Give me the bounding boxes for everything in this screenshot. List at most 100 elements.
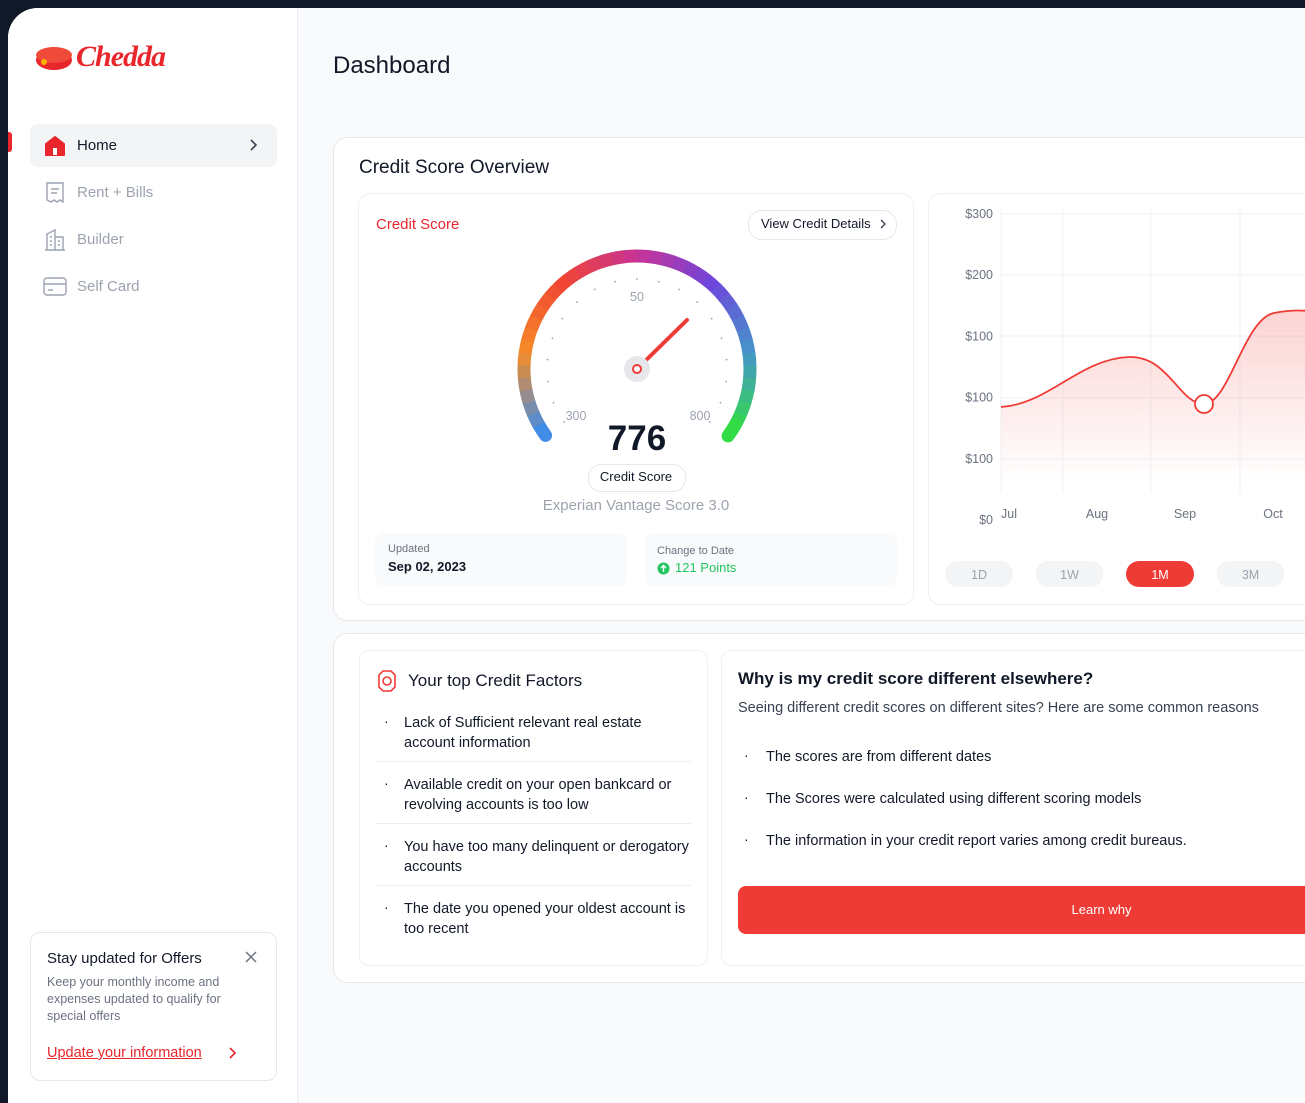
gauge-arc (530, 302, 549, 321)
learn-button-label[interactable]: Learn why (1071, 902, 1132, 917)
gauge-tick (696, 301, 699, 304)
nav-label[interactable]: Self Card (77, 278, 140, 295)
nav-item-active[interactable] (30, 124, 277, 167)
gauge-tick (593, 288, 596, 291)
score-model: Experian Vantage Score 3.0 (542, 497, 730, 514)
sidebar: Chedda Home Rent + Bills Builder Self Ca… (8, 8, 298, 1103)
y-axis-label: $100 (965, 452, 993, 466)
gauge-arc (598, 252, 615, 269)
details-button-label[interactable]: View Credit Details (761, 216, 871, 231)
score-value: 776 (608, 419, 666, 458)
chevron (880, 219, 886, 229)
gauge-arc (692, 267, 711, 286)
range-label: 1W (1060, 568, 1079, 582)
gauge-arc (527, 410, 545, 429)
gauge-arc (734, 400, 752, 418)
gauge-tick (614, 280, 617, 283)
range-pill (1126, 561, 1194, 587)
updated-label: Updated (388, 543, 430, 555)
nav-label[interactable]: Builder (77, 231, 124, 248)
chevron (229, 1047, 237, 1059)
gauge-arc (544, 282, 564, 302)
change-label: Change to Date (657, 545, 735, 557)
gauge-arc (742, 352, 757, 367)
factor-item: Available credit on your open bankcard o… (404, 777, 672, 813)
gauge-arc (725, 303, 744, 322)
gauge-tick (575, 301, 578, 304)
gauge-label: 300 (566, 409, 587, 423)
gauge-arc (537, 292, 556, 311)
score-label: Credit Score (376, 216, 460, 233)
gauge-arc (721, 418, 742, 443)
gauge-arc (522, 399, 540, 417)
gauge-arc (517, 351, 532, 366)
factor-item: The date you opened your oldest account … (404, 901, 686, 937)
why-intro: Seeing different credit scores on differ… (738, 700, 1259, 716)
gauge-arc (610, 250, 626, 266)
score-badge-label: Credit Score (599, 469, 673, 484)
y-axis-label: $100 (965, 329, 993, 343)
why-item: The information in your credit report va… (766, 833, 1187, 849)
gauge-arc (517, 376, 533, 392)
y-axis-label: $0 (979, 513, 993, 527)
x-axis-label: Sep (1174, 507, 1196, 521)
score-badge (588, 464, 686, 492)
gauge-tick (725, 380, 728, 383)
change-value: 121 Points (675, 560, 737, 575)
screen: Chedda Home Rent + Bills Builder Self Ca… (8, 8, 1305, 1103)
promo-title: Stay updated for Offers (47, 950, 202, 967)
change-box: Change to Date 121 Points (645, 533, 897, 586)
factors-icon (378, 670, 396, 692)
gauge-arc (574, 260, 593, 279)
gauge-arc (518, 338, 535, 355)
why-item: The scores are from different dates (766, 749, 992, 765)
home-icon (45, 136, 65, 156)
gauge-arc (636, 249, 651, 264)
why-item: The Scores were calculated using differe… (766, 791, 1142, 807)
promo-card: Stay updated for Offers Keep your monthl… (30, 932, 277, 1081)
gauge-tick (678, 288, 681, 291)
promo-link[interactable]: Update your information (47, 1045, 202, 1061)
gauge-arc (738, 388, 755, 405)
y-axis-label: $300 (965, 207, 993, 221)
bullet: · (384, 837, 389, 853)
promo-text: Keep your monthly income and expenses up… (47, 975, 221, 1023)
gauge-arc (671, 255, 689, 273)
range-label: 3M (1242, 568, 1259, 582)
gauge-arc (702, 274, 721, 293)
nav-label[interactable]: Rent + Bills (77, 184, 154, 201)
x-axis-label: Jul (1001, 507, 1017, 521)
gauge-tick (708, 421, 711, 423)
gauge-tick (561, 317, 564, 320)
learn-button[interactable] (738, 886, 1305, 934)
gauge-tick (552, 401, 555, 404)
range-pill (1035, 561, 1104, 587)
bullet: · (384, 713, 389, 729)
bullet: · (744, 831, 749, 847)
x-axis-label: Aug (1086, 507, 1108, 521)
range-label: 1M (1151, 568, 1168, 582)
separator (376, 823, 691, 824)
separator (376, 885, 691, 886)
gauge-arc (736, 326, 753, 344)
chevron (250, 139, 258, 151)
gauge-arc (623, 249, 638, 264)
gauge-tick (719, 401, 722, 404)
gauge-arc (586, 255, 604, 273)
gauge-arc (719, 292, 738, 312)
details-button[interactable] (748, 210, 897, 240)
bullet: · (384, 775, 389, 791)
gauge-label: 800 (690, 409, 711, 423)
marker (1194, 394, 1214, 414)
gauge-label: 50 (630, 290, 644, 304)
info-card: Your top Credit Factors · Lack of Suffici… (333, 633, 1305, 983)
bullet: · (744, 747, 749, 763)
y-axis-label: $200 (965, 268, 993, 282)
updated-box: Updated Sep 02, 2023 (375, 533, 627, 586)
why-title: Why is my credit score different elsewhe… (738, 669, 1094, 688)
nav-label[interactable]: Home (77, 137, 118, 154)
x-axis-label: Oct (1263, 507, 1283, 521)
close-icon[interactable] (245, 951, 257, 963)
gauge-arc (741, 377, 757, 393)
